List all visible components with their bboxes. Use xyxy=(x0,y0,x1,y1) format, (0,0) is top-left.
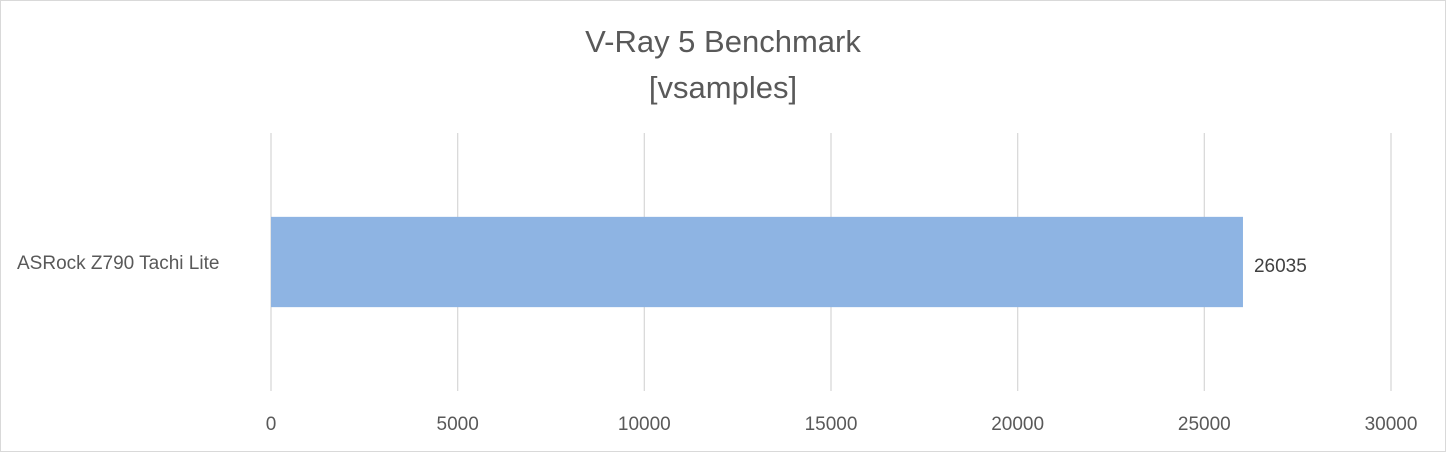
x-axis-tick-labels: 0 5000 10000 15000 20000 25000 30000 xyxy=(266,414,1418,435)
category-label-0: ASRock Z790 Tachi Lite xyxy=(17,253,219,274)
data-labels: 26035 xyxy=(1254,256,1307,277)
data-label-0: 26035 xyxy=(1254,256,1307,277)
x-tick-label-20000: 20000 xyxy=(991,414,1044,435)
x-tick-label-5000: 5000 xyxy=(437,414,479,435)
x-tick-label-30000: 30000 xyxy=(1365,414,1418,435)
category-labels: ASRock Z790 Tachi Lite xyxy=(17,253,219,274)
x-tick-label-10000: 10000 xyxy=(618,414,671,435)
x-tick-label-15000: 15000 xyxy=(805,414,858,435)
bar-0 xyxy=(271,216,1243,308)
chart-subtitle: [vsamples] xyxy=(649,70,797,105)
bars xyxy=(271,216,1243,308)
x-tick-label-0: 0 xyxy=(266,414,277,435)
x-tick-label-25000: 25000 xyxy=(1178,414,1231,435)
chart-title: V-Ray 5 Benchmark xyxy=(585,24,861,59)
